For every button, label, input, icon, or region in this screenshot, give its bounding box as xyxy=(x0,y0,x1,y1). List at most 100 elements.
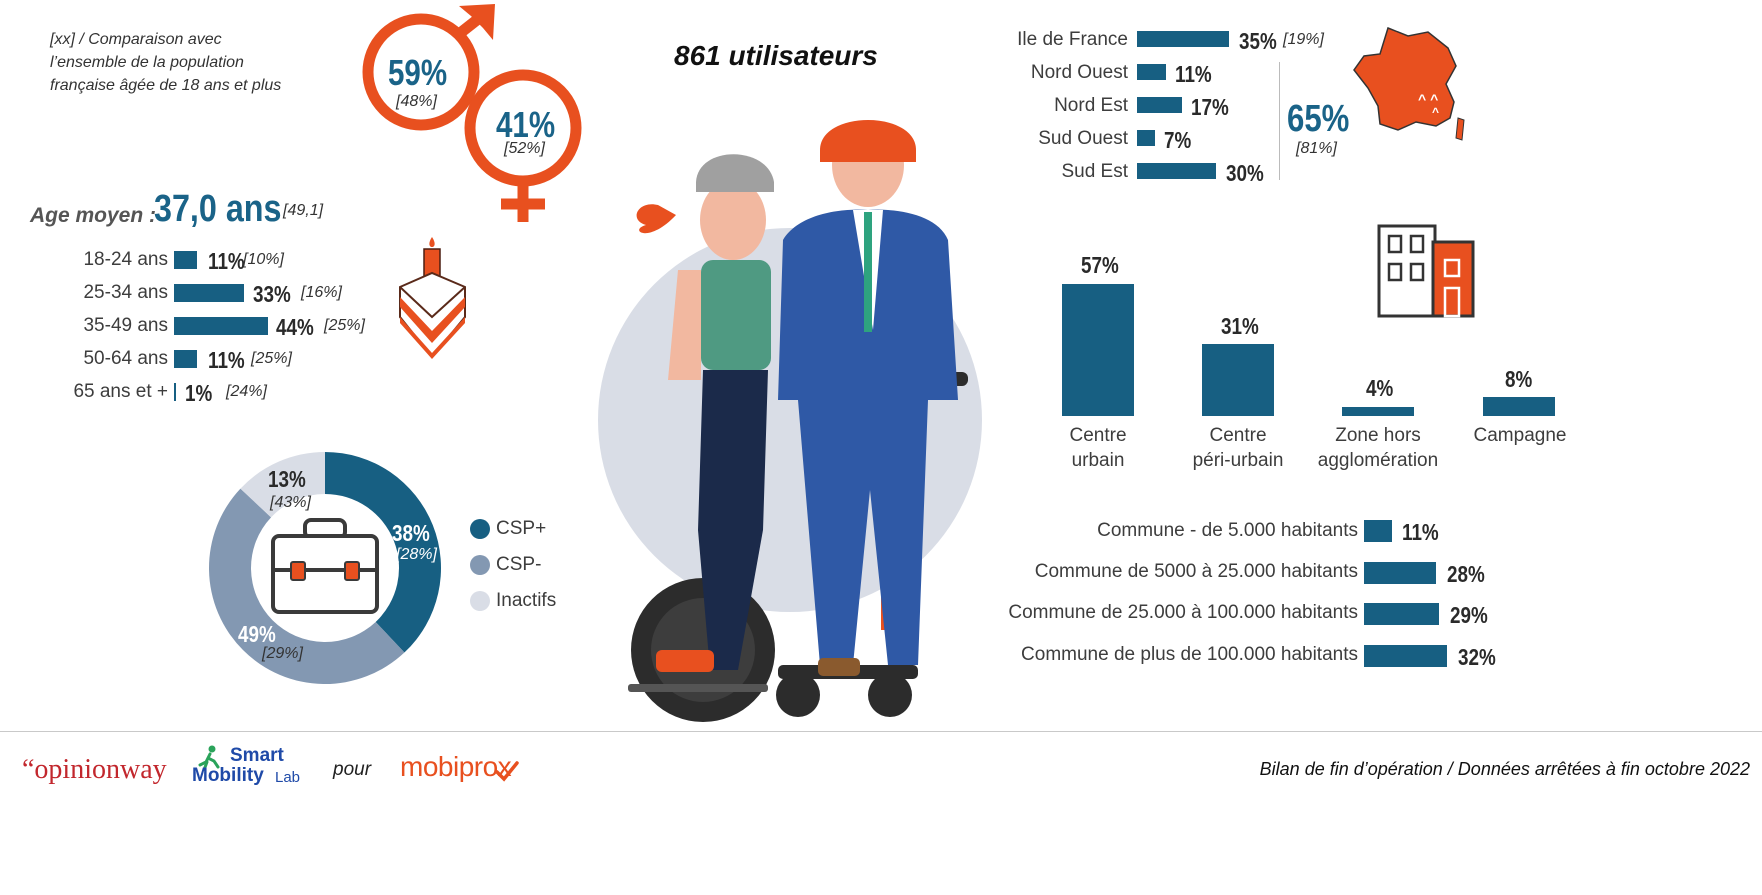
region-bar xyxy=(1137,130,1156,146)
zone-bar xyxy=(1062,283,1134,416)
age-label: Age moyen : xyxy=(30,204,157,227)
zone-label-line: Campagne xyxy=(1473,425,1567,446)
legend-swatch xyxy=(470,555,490,575)
cake-icon xyxy=(399,237,466,359)
female-symbol-icon xyxy=(464,69,582,222)
sml-top: Smart xyxy=(230,745,284,766)
legend-item: Inactifs xyxy=(470,583,556,619)
note-line-3: française âgée de 18 ans et plus xyxy=(50,77,282,94)
age-value-label: 44% xyxy=(276,314,314,340)
commune-bar xyxy=(1364,520,1393,542)
note-line-2: l’ensemble de la population xyxy=(50,54,244,71)
male-ref: [48%] xyxy=(396,93,437,110)
age-category: 35-49 ans xyxy=(83,315,168,336)
footer-divider xyxy=(0,731,1762,732)
runner-icon xyxy=(198,745,220,771)
region-label: Nord Est xyxy=(1054,95,1128,116)
region-value: 35% xyxy=(1239,28,1277,54)
commune-value: 11% xyxy=(1402,519,1439,545)
region-bar xyxy=(1137,31,1230,47)
legend-swatch xyxy=(470,519,490,539)
sml-lab: Lab xyxy=(275,769,301,786)
zone-label-line: péri-urbain xyxy=(1192,450,1284,471)
opinionway-logo: “opinionway xyxy=(22,754,167,785)
age-ref-label: [16%] xyxy=(301,284,342,301)
riders-illustration xyxy=(598,120,982,722)
zone-bar xyxy=(1483,397,1555,416)
headline: 861 utilisateurs xyxy=(674,40,878,71)
age-bar xyxy=(174,251,198,269)
zone-bar xyxy=(1202,344,1274,416)
age-value-label: 1% xyxy=(185,380,213,406)
donut-slice-inactifs xyxy=(240,452,325,518)
commune-label: Commune de plus de 100.000 habitants xyxy=(1021,644,1358,665)
donut-legend: CSP+ CSP- Inactifs xyxy=(470,511,556,619)
briefcase-icon xyxy=(271,518,379,614)
note-line-1: [xx] / Comparaison avec xyxy=(50,31,222,48)
age-bar xyxy=(174,350,198,368)
age-value-label: 33% xyxy=(253,281,291,307)
zone-label: Centre péri-urbain xyxy=(1170,423,1306,473)
commune-bar xyxy=(1364,562,1437,584)
legend-label: Inactifs xyxy=(496,590,557,611)
zone-label-line: Centre xyxy=(1069,425,1127,446)
donut-ref-cspminus: [29%] xyxy=(262,645,303,662)
region-label: Sud Est xyxy=(1061,161,1128,182)
svg-text:^ ^: ^ ^ xyxy=(1418,91,1438,107)
region-bar xyxy=(1137,64,1166,80)
donut-slice-cspminus xyxy=(208,488,405,685)
female-pct: 41% xyxy=(496,104,556,145)
zone-label: Centre urbain xyxy=(1040,423,1156,473)
smart-mobility-lab-logo: Smart Mobility Lab xyxy=(192,745,302,787)
zone-value: 57% xyxy=(1081,252,1119,278)
commune-label: Commune - de 5.000 habitants xyxy=(1097,520,1358,541)
donut-ref-inactifs: [43%] xyxy=(270,494,311,511)
region-ref: [19%] xyxy=(1283,31,1324,48)
france-map-icon: ^ ^ ^ xyxy=(1353,27,1465,141)
zone-label-line: urbain xyxy=(1071,450,1125,471)
gender-symbols xyxy=(362,4,582,222)
age-category: 65 ans et + xyxy=(73,381,168,402)
donut-value-cspplus: 38% xyxy=(392,520,430,546)
region-value: 17% xyxy=(1191,94,1229,120)
donut-value-cspminus: 49% xyxy=(238,621,276,647)
age-category: 18-24 ans xyxy=(83,249,168,270)
commune-bar xyxy=(1364,645,1447,667)
male-pct: 59% xyxy=(388,52,448,93)
region-value: 11% xyxy=(1175,61,1212,87)
donut-ref-cspplus: [28%] xyxy=(396,546,437,563)
mobiprox-logo: mobiprox xyxy=(400,751,512,782)
man-figure-icon xyxy=(778,120,958,676)
footer-note: Bilan de fin d’opération / Données arrêt… xyxy=(1259,759,1750,779)
check-icon xyxy=(495,761,519,782)
regions-divider xyxy=(1279,62,1280,180)
comparison-note: [xx] / Comparaison avec l’ensemble de la… xyxy=(50,28,281,97)
age-ref: [49,1] xyxy=(283,202,324,219)
regions-total: 65% xyxy=(1287,98,1350,140)
age-value-label: 11% xyxy=(208,248,245,274)
legend-swatch xyxy=(470,591,490,611)
age-bar xyxy=(174,284,245,302)
woman-figure-icon xyxy=(636,154,774,672)
commune-value: 32% xyxy=(1458,644,1496,670)
age-ref-label: [10%] xyxy=(243,251,284,268)
zone-label-line: agglomération xyxy=(1317,450,1439,471)
age-ref-label: [25%] xyxy=(324,317,365,334)
csp-donut-chart xyxy=(208,452,442,685)
donut-value-inactifs: 13% xyxy=(268,466,306,492)
svg-text:^: ^ xyxy=(1432,105,1439,119)
region-value: 30% xyxy=(1226,160,1264,186)
legend-item: CSP- xyxy=(470,547,556,583)
age-bar xyxy=(174,383,177,401)
region-bar xyxy=(1137,97,1182,113)
zone-bar xyxy=(1342,406,1414,416)
zone-label-line: Centre xyxy=(1209,425,1267,446)
female-ref: [52%] xyxy=(504,140,545,157)
age-bar xyxy=(174,317,268,335)
age-ref-label: [25%] xyxy=(251,350,292,367)
legend-label: CSP- xyxy=(496,554,542,575)
legend-label: CSP+ xyxy=(496,518,547,539)
zone-label: Zone hors agglomération xyxy=(1300,423,1456,473)
male-symbol-icon xyxy=(362,4,495,131)
pour-text: pour xyxy=(333,759,372,780)
